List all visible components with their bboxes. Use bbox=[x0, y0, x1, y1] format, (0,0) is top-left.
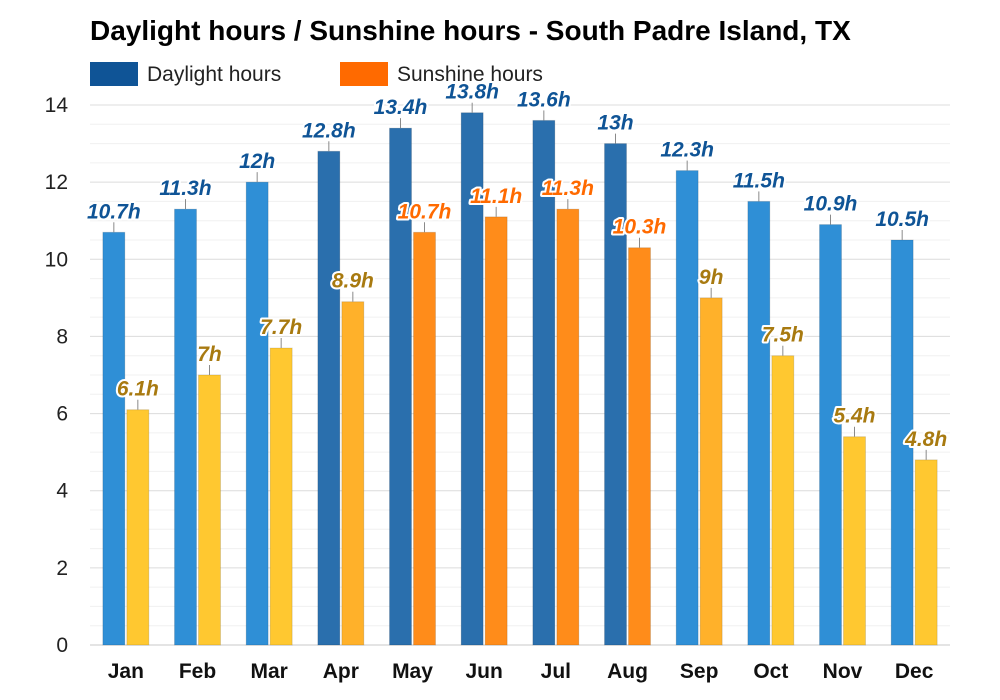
bar-sunshine-mar bbox=[269, 347, 293, 646]
x-tick-label-sep: Sep bbox=[680, 660, 719, 683]
grid bbox=[90, 104, 950, 646]
y-tick-label: 14 bbox=[45, 94, 69, 117]
data-label-daylight-may: 13.4h bbox=[374, 96, 428, 119]
data-label-sunshine-jul: 11.3h bbox=[542, 177, 594, 200]
legend: Daylight hours Sunshine hours bbox=[90, 62, 543, 86]
x-axis-categories: Jan Feb Mar Apr May Jun Jul Aug Sep Oct Nov Dec bbox=[108, 660, 934, 683]
legend-label-sunshine: Sunshine hours bbox=[397, 63, 543, 86]
data-label-daylight-jan: 10.7h bbox=[87, 200, 141, 223]
x-tick-label-jan: Jan bbox=[108, 660, 144, 683]
x-tick-label-dec: Dec bbox=[895, 660, 934, 683]
bar-daylight-oct bbox=[747, 200, 771, 646]
data-label-sunshine-jun: 11.1h bbox=[470, 185, 522, 208]
x-tick-label-apr: Apr bbox=[323, 660, 359, 683]
x-tick-label-jul: Jul bbox=[541, 660, 571, 683]
bar-sunshine-sep bbox=[699, 297, 723, 646]
data-label-sunshine-apr: 8.9h bbox=[332, 270, 374, 293]
data-label-daylight-mar: 12h bbox=[239, 150, 275, 173]
data-label-daylight-feb: 11.3h bbox=[159, 177, 211, 200]
data-label-daylight-jun: 13.8h bbox=[445, 81, 499, 104]
y-tick-label: 8 bbox=[56, 325, 68, 348]
bar-sunshine-may bbox=[413, 231, 436, 646]
x-tick-label-jun: Jun bbox=[465, 660, 502, 683]
data-label-sunshine-dec: 4.8h bbox=[904, 428, 947, 451]
x-tick-label-mar: Mar bbox=[250, 660, 287, 683]
data-label-sunshine-oct: 7.5h bbox=[762, 324, 804, 347]
bars bbox=[102, 112, 938, 646]
legend-label-daylight: Daylight hours bbox=[147, 63, 281, 86]
bar-daylight-jan bbox=[102, 231, 126, 646]
y-tick-label: 12 bbox=[45, 171, 68, 194]
bar-sunshine-jan bbox=[126, 409, 150, 646]
data-label-sunshine-aug: 10.3h bbox=[613, 216, 667, 239]
bar-daylight-feb bbox=[174, 208, 197, 646]
x-tick-label-aug: Aug bbox=[607, 660, 648, 683]
data-label-daylight-apr: 12.8h bbox=[302, 119, 356, 142]
data-label-sunshine-jan: 6.1h bbox=[117, 378, 159, 401]
bar-sunshine-jul bbox=[556, 208, 580, 646]
y-tick-label: 6 bbox=[56, 403, 68, 426]
data-label-daylight-nov: 10.9h bbox=[804, 193, 858, 216]
bar-sunshine-nov bbox=[843, 436, 866, 646]
bar-sunshine-dec bbox=[914, 459, 938, 646]
bar-sunshine-apr bbox=[341, 301, 365, 646]
y-tick-label: 0 bbox=[56, 634, 68, 657]
legend-swatch-sunshine bbox=[340, 62, 388, 86]
x-tick-label-oct: Oct bbox=[753, 660, 788, 683]
bar-daylight-sep bbox=[675, 170, 699, 646]
bar-sunshine-jun bbox=[484, 216, 508, 646]
data-label-daylight-jul: 13.6h bbox=[517, 88, 571, 111]
bar-sunshine-oct bbox=[771, 355, 795, 646]
y-tick-label: 10 bbox=[45, 248, 68, 271]
x-tick-label-feb: Feb bbox=[179, 660, 216, 683]
legend-swatch-daylight bbox=[90, 62, 138, 86]
bar-daylight-apr bbox=[317, 150, 341, 646]
y-tick-label: 4 bbox=[56, 480, 68, 503]
data-label-sunshine-mar: 7.7h bbox=[260, 316, 302, 339]
x-tick-label-nov: Nov bbox=[823, 660, 863, 683]
data-label-daylight-aug: 13h bbox=[597, 112, 633, 135]
data-labels: 10.7h 6.1h 11.3h 7h 12h 7.7h 12.8h 8.9h 13.4h 10.… bbox=[85, 79, 949, 460]
data-label-sunshine-sep: 9h bbox=[699, 266, 724, 289]
data-label-sunshine-may: 10.7h bbox=[398, 200, 452, 223]
bar-sunshine-aug bbox=[628, 247, 651, 646]
bar-daylight-mar bbox=[245, 181, 269, 646]
bar-sunshine-feb bbox=[198, 374, 221, 646]
bar-daylight-nov bbox=[819, 224, 842, 646]
data-label-daylight-oct: 11.5h bbox=[733, 169, 785, 192]
data-label-sunshine-feb: 7h bbox=[197, 343, 222, 366]
data-label-daylight-dec: 10.5h bbox=[875, 208, 929, 231]
data-label-sunshine-nov: 5.4h bbox=[833, 405, 875, 428]
x-tick-label-may: May bbox=[392, 660, 433, 683]
chart-title: Daylight hours / Sunshine hours - South … bbox=[90, 15, 851, 46]
data-label-daylight-sep: 12.3h bbox=[660, 139, 714, 162]
y-axis-ticks: 0 2 4 6 8 10 12 14 bbox=[45, 94, 69, 657]
y-tick-label: 2 bbox=[56, 557, 68, 580]
